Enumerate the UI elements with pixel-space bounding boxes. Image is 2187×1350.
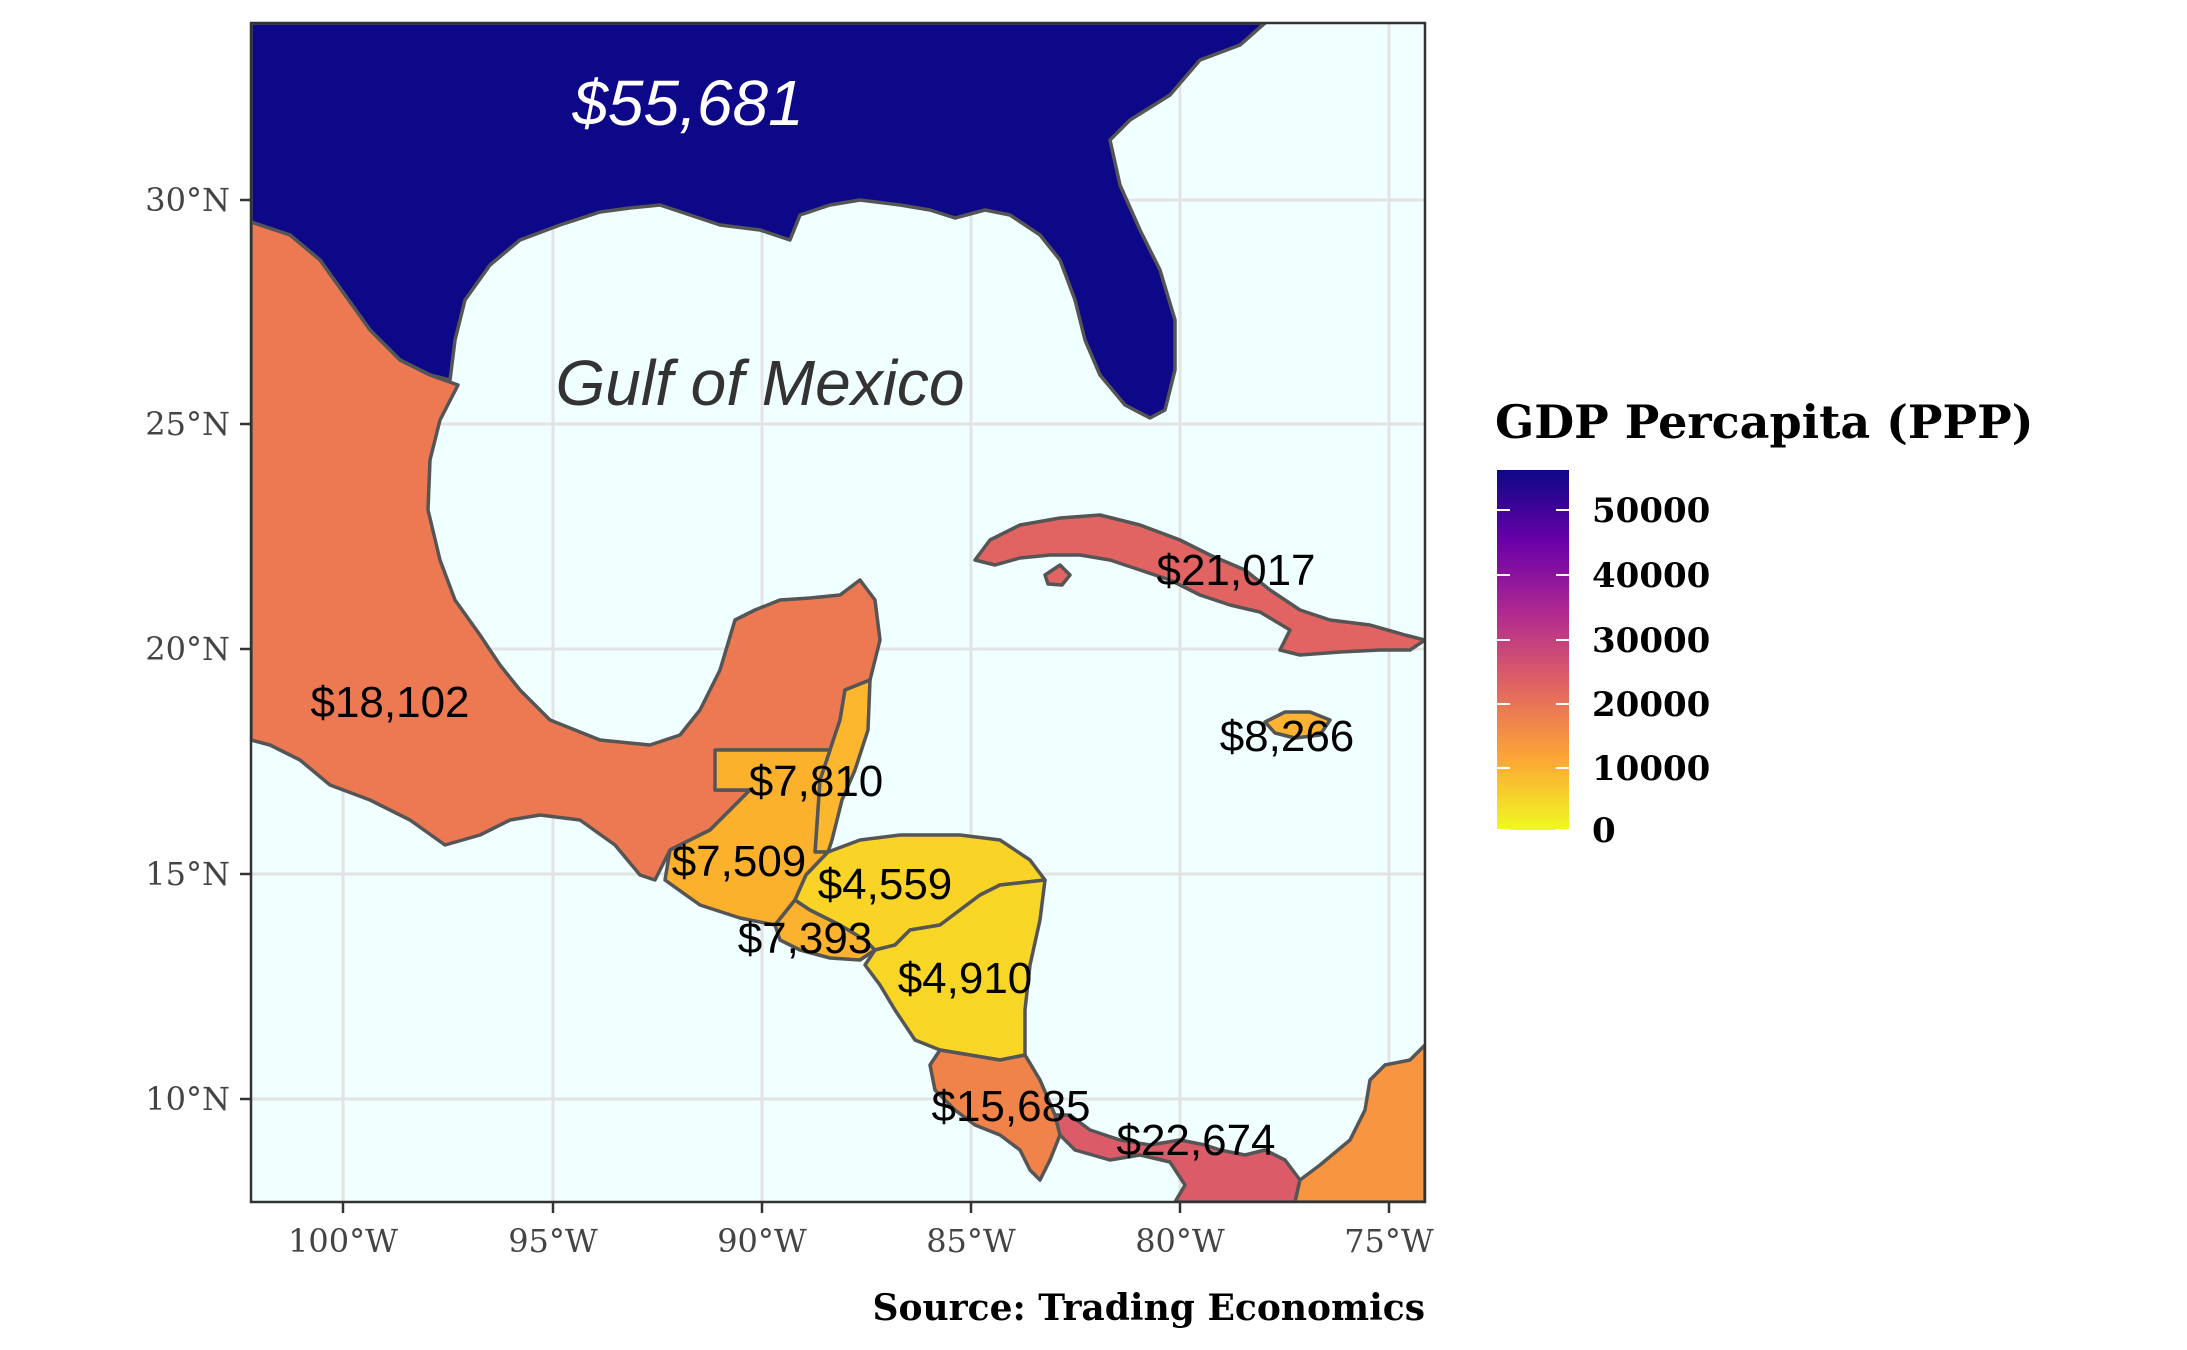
legend-colorbar	[1497, 470, 1569, 830]
y-tick-label: 15°N	[145, 855, 230, 893]
source-caption: Source: Trading Economics	[873, 1287, 1426, 1329]
label-guatemala: $7,509	[672, 837, 807, 886]
label-jamaica: $8,266	[1220, 712, 1355, 761]
x-tick-label: 90°W	[717, 1222, 807, 1260]
legend-tick-label: 10000	[1592, 749, 1710, 789]
isla-de-la-juventud	[1043, 563, 1072, 587]
y-tick-label: 30°N	[145, 181, 230, 219]
legend-tick-label: 20000	[1592, 685, 1710, 725]
us-gdp-label: $55,681	[571, 67, 803, 139]
label-panama: $22,674	[1116, 1116, 1275, 1165]
x-tick-label: 80°W	[1135, 1222, 1225, 1260]
country-costa-rica	[928, 1048, 1062, 1182]
legend-title: GDP Percapita (PPP)	[1495, 395, 2033, 449]
legend-tick-label: 0	[1592, 811, 1616, 851]
y-axis	[240, 198, 251, 1101]
gulf-of-mexico-label: Gulf of Mexico	[555, 347, 964, 419]
legend-tick-label: 40000	[1592, 556, 1710, 596]
country-mexico	[251, 220, 882, 882]
label-mexico: $18,102	[310, 678, 469, 727]
country-cuba	[973, 513, 1425, 657]
legend-tick-label: 30000	[1592, 621, 1710, 661]
label-costa-rica: $15,685	[931, 1082, 1090, 1131]
legend-ticks	[1497, 509, 1569, 831]
country-guatemala	[663, 748, 832, 927]
x-axis	[341, 1202, 1391, 1213]
x-tick-label: 85°W	[926, 1222, 1016, 1260]
country-panama	[1053, 1113, 1302, 1202]
country-nicaragua	[863, 878, 1047, 1062]
y-tick-label: 10°N	[145, 1080, 230, 1118]
country-colombia	[1293, 1043, 1425, 1202]
y-tick-label: 25°N	[145, 405, 230, 443]
country-jamaica	[1263, 710, 1332, 740]
x-tick-label: 75°W	[1344, 1222, 1434, 1260]
label-nicaragua: $4,910	[898, 954, 1033, 1003]
legend-tick-label: 50000	[1592, 491, 1710, 531]
label-cuba: $21,017	[1156, 546, 1315, 595]
y-tick-label: 20°N	[145, 630, 230, 668]
panel-border	[249, 21, 1427, 1204]
label-honduras: $4,559	[818, 860, 953, 909]
x-tick-label: 100°W	[288, 1222, 398, 1260]
label-el-salvador: $7,393	[738, 914, 873, 963]
x-tick-label: 95°W	[508, 1222, 598, 1260]
label-belize: $7,810	[749, 757, 884, 806]
